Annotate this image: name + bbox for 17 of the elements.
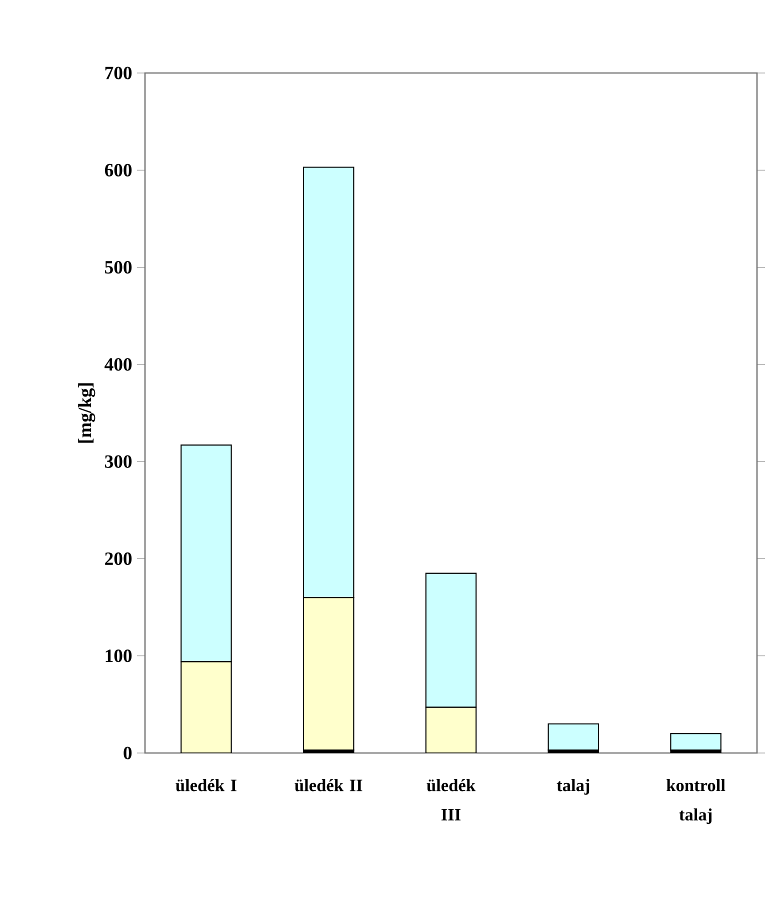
y-tick-label: 500 [105,260,132,274]
y-tick-label: 300 [105,455,132,468]
x-tick-label: kontroll talaj [666,779,726,824]
y-tick-label: 700 [105,66,132,80]
y-tick-label: 0 [124,746,132,760]
x-tick-label: üledék II [294,779,362,792]
y-axis-title: [mg/kg] [78,383,96,443]
x-tick-label: talaj [556,779,590,795]
y-tick-label: 600 [104,164,132,176]
bar [425,706,477,753]
x-tick-label: üledék III [426,779,476,820]
x-tick-label: üledék I [176,779,236,792]
y-tick-label: 400 [104,358,132,371]
y-tick-label: 100 [106,650,132,662]
bar [302,597,354,751]
bar [180,661,232,753]
y-tick-label: 200 [105,552,132,566]
